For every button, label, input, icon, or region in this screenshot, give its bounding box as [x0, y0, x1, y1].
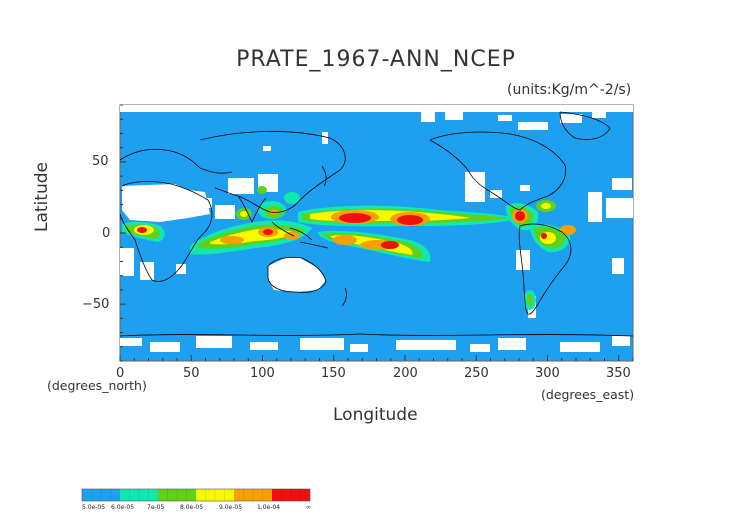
x-axis-label: Longitude	[333, 405, 418, 425]
colorbar-label: 9.0e-05	[219, 504, 243, 511]
south-asia-convection	[257, 186, 300, 219]
x-tick-label: 250	[464, 366, 489, 381]
plot-area	[119, 104, 634, 362]
colorbar-label: 7e-05	[147, 504, 165, 511]
axis-ticks	[119, 104, 634, 362]
x-unit-note: (degrees_east)	[541, 387, 635, 402]
colorbar-label: 1.0e-04	[257, 504, 281, 511]
colorbar-swatch	[272, 489, 310, 501]
colorbar-label: 6.0e-05	[111, 504, 135, 511]
y-tick-label: 50	[92, 154, 109, 169]
colorbar-swatch	[82, 489, 120, 501]
x-tick-label: 200	[393, 366, 418, 381]
y-unit-note: (degrees_north)	[47, 378, 147, 393]
x-tick-label: 150	[321, 366, 346, 381]
x-tick-label: 300	[535, 366, 560, 381]
x-tick-label: 0	[116, 366, 125, 381]
colorbar-label: 5.0e-05	[82, 504, 106, 511]
colorbar-swatch	[196, 489, 234, 501]
coastlines	[119, 111, 634, 337]
colorbar-swatch	[158, 489, 196, 501]
colorbar-frame	[81, 488, 311, 502]
colorbar	[81, 488, 311, 502]
colorbar-swatch	[120, 489, 158, 501]
x-tick-label: 50	[183, 366, 200, 381]
y-tick-label: 0	[102, 226, 111, 241]
units-label: (units:Kg/m^-2/s)	[507, 82, 632, 98]
colorbar-label: ∞	[306, 504, 311, 511]
pacific-itcz	[298, 205, 520, 227]
x-tick-label: 350	[606, 366, 631, 381]
x-tick-label: 100	[250, 366, 275, 381]
map-title: PRATE_1967-ANN_NCEP	[236, 47, 516, 72]
south-pacific-cz	[318, 230, 431, 262]
y-axis-label: Latitude	[32, 162, 52, 232]
colorbar-label: 8.0e-05	[180, 504, 204, 511]
colorbar-swatch	[234, 489, 272, 501]
africa-convection	[122, 221, 165, 242]
precip-contours	[122, 186, 576, 310]
y-tick-label: −50	[82, 297, 110, 312]
